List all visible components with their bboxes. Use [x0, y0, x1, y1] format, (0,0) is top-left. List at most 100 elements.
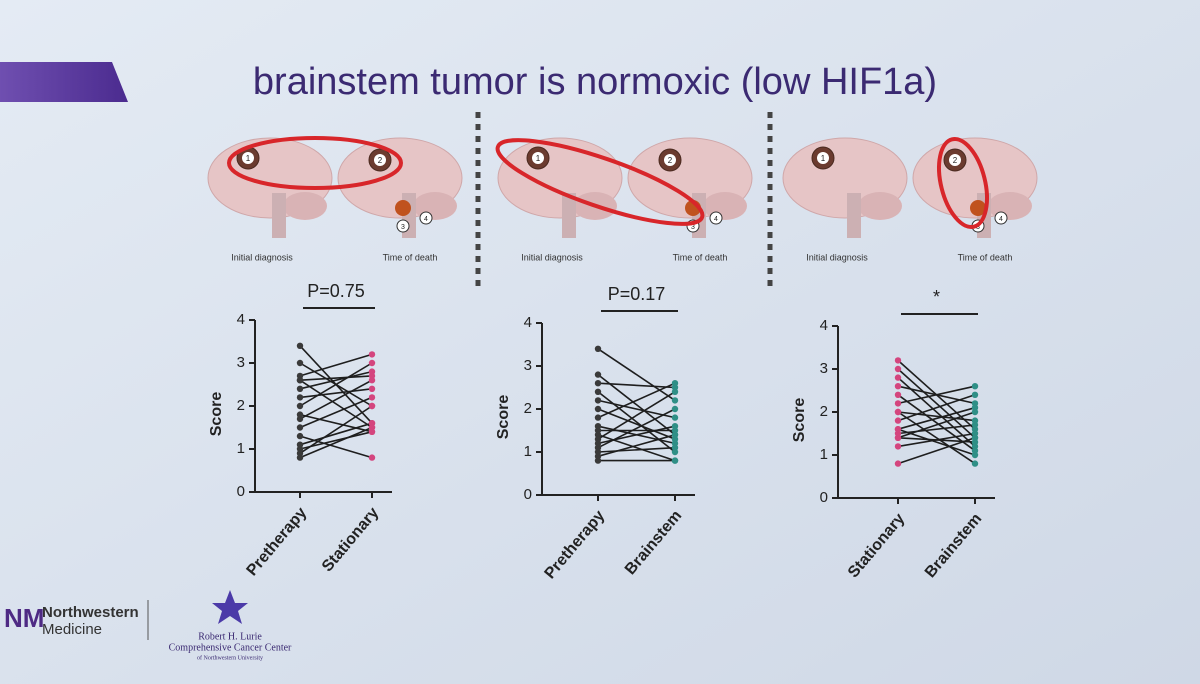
pair-line — [597, 408, 676, 440]
brainstem — [272, 193, 286, 238]
tumor — [395, 200, 411, 216]
point — [296, 377, 304, 384]
logo-text: Medicine — [42, 621, 102, 638]
pair-line — [597, 391, 676, 440]
point — [894, 383, 902, 390]
y-tick-label: 0 — [524, 486, 532, 503]
significance: P=0.75 — [307, 281, 365, 301]
marker-number: 3 — [976, 224, 980, 231]
y-tick-label: 2 — [524, 400, 532, 417]
y-tick-label: 2 — [820, 403, 828, 420]
panel-label: Initial diagnosis — [806, 252, 868, 262]
marker — [709, 211, 723, 225]
marker-number: 4 — [999, 216, 1003, 223]
point — [594, 405, 602, 413]
point — [971, 460, 979, 467]
point — [368, 402, 376, 410]
point — [594, 345, 602, 352]
point — [671, 388, 679, 395]
logo-text: of Northwestern University — [197, 654, 263, 661]
marker — [396, 219, 410, 233]
point — [594, 371, 602, 378]
marker-inner — [817, 152, 829, 164]
point — [368, 428, 376, 435]
marker-number: 1 — [246, 154, 251, 163]
point — [894, 426, 902, 433]
y-tick-label: 3 — [237, 354, 245, 371]
pair-line — [299, 435, 373, 459]
point — [296, 402, 304, 410]
pair-line — [897, 432, 976, 448]
marker-inner — [242, 152, 254, 164]
marker-inner — [664, 154, 676, 166]
marker-number: 1 — [821, 154, 826, 163]
pair-line — [897, 385, 976, 405]
pair-line — [299, 379, 373, 420]
panel-label: Initial diagnosis — [231, 252, 293, 262]
marker-inner — [532, 152, 544, 164]
marker-inner — [374, 154, 386, 166]
point — [296, 432, 304, 440]
pair-line — [897, 411, 976, 465]
tumor — [970, 200, 986, 216]
point — [971, 404, 979, 411]
y-tick-label: 3 — [524, 357, 532, 374]
y-tick-label: 1 — [237, 440, 245, 457]
pair-line — [897, 411, 976, 439]
highlight — [227, 136, 403, 190]
cerebellum — [858, 192, 902, 220]
y-tick-label: 2 — [237, 397, 245, 414]
cerebellum — [413, 192, 457, 220]
point — [594, 388, 602, 395]
cerebellum — [283, 192, 327, 220]
point — [296, 415, 304, 423]
point — [971, 383, 979, 390]
point — [671, 457, 679, 464]
point — [894, 391, 902, 398]
marker — [994, 211, 1008, 225]
point — [671, 414, 679, 421]
pair-line — [597, 446, 676, 453]
pair-line — [897, 437, 976, 465]
marker-number: 4 — [424, 216, 428, 223]
pair-line — [299, 426, 373, 459]
point — [368, 372, 376, 380]
point — [971, 421, 979, 429]
point — [894, 357, 902, 364]
pair-line — [299, 413, 373, 433]
y-tick-label: 1 — [820, 446, 828, 463]
pair-line — [597, 408, 676, 449]
point — [894, 400, 902, 407]
logo-text: Northwestern — [42, 604, 139, 621]
marker-number: 4 — [714, 216, 718, 223]
marker-number: 1 — [536, 154, 541, 163]
logos: NM Northwestern Medicine Robert H. Lurie… — [4, 590, 292, 661]
highlight — [495, 138, 705, 226]
marker-number: 2 — [953, 156, 958, 165]
point — [971, 434, 979, 441]
point — [368, 351, 376, 358]
brainstem — [562, 193, 576, 238]
star-logo — [212, 590, 248, 624]
point — [894, 460, 902, 467]
y-axis-label: Score — [208, 392, 225, 437]
y-tick-label: 4 — [820, 317, 828, 334]
pair-line — [299, 370, 373, 390]
pair-line — [299, 396, 373, 429]
pair-line — [597, 391, 676, 453]
pair-line — [897, 406, 976, 430]
pair-line — [299, 362, 373, 407]
marker — [419, 211, 433, 225]
pair-line — [897, 411, 976, 422]
pair-line — [897, 424, 976, 435]
marker-number: 3 — [401, 224, 405, 231]
logo-text: Comprehensive Cancer Center — [169, 642, 292, 653]
point — [894, 374, 902, 381]
pair-line — [299, 353, 373, 377]
panel-label: Time of death — [383, 252, 438, 262]
accent-bar — [0, 62, 128, 102]
point — [971, 451, 979, 459]
cerebellum — [988, 192, 1032, 220]
pair-line — [299, 388, 373, 399]
